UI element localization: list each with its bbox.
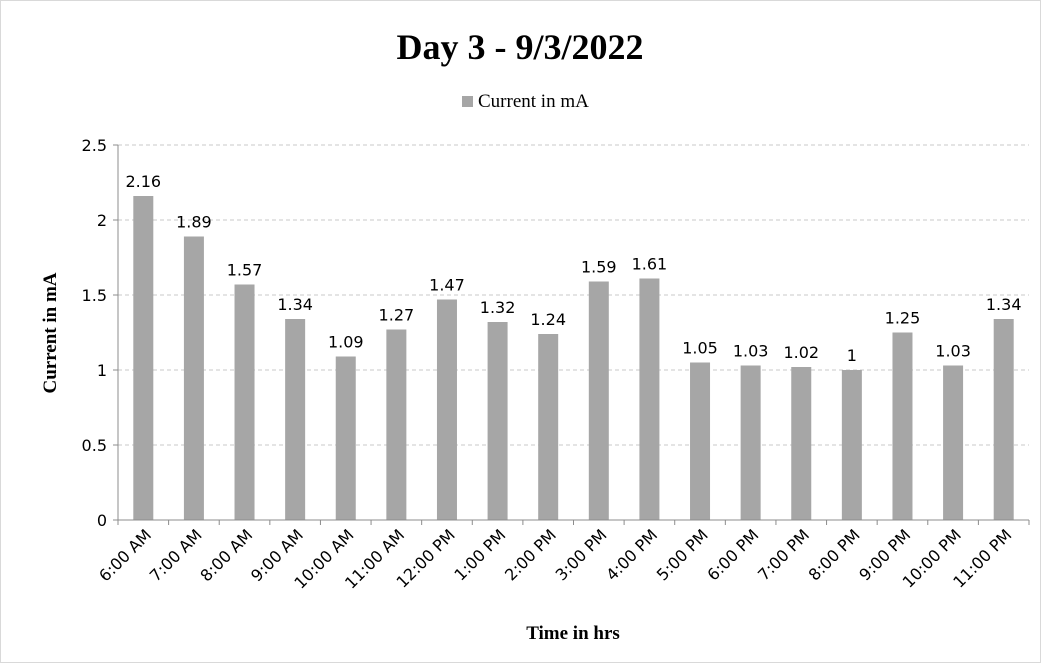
- data-label: 2.16: [125, 172, 161, 191]
- x-tick-label: 6:00 AM: [95, 525, 155, 585]
- data-labels: 2.16 1.89 1.57 1.34 1.09 1.27 1.47 1.32 1.24 1.59…: [125, 172, 1021, 365]
- bar: [538, 334, 559, 520]
- bar: [639, 278, 660, 520]
- bar: [841, 370, 862, 520]
- data-label: 1.57: [227, 261, 263, 280]
- bar: [892, 332, 913, 520]
- y-tick-label: 0.5: [82, 436, 107, 455]
- data-label: 1.34: [277, 295, 313, 314]
- bar: [285, 319, 306, 520]
- data-label: 1.47: [429, 276, 465, 295]
- y-tick-label: 1: [97, 361, 107, 380]
- axes: [113, 144, 1030, 525]
- x-axis-title: Time in hrs: [526, 623, 620, 644]
- legend: Current in mA: [462, 91, 589, 112]
- x-tick-label: 5:00 PM: [653, 525, 712, 584]
- y-tick-label: 1.5: [82, 286, 107, 305]
- data-label: 1.32: [480, 298, 516, 317]
- bar: [791, 367, 812, 520]
- y-tick-label: 2.5: [82, 136, 107, 155]
- legend-label: Current in mA: [478, 91, 589, 112]
- data-label: 1.03: [935, 342, 971, 361]
- bar: [487, 322, 508, 520]
- x-tick-label: 1:00 PM: [450, 525, 509, 584]
- x-tick-label: 7:00 AM: [146, 525, 206, 585]
- bar: [335, 356, 356, 520]
- x-tick-label: 6:00 PM: [703, 525, 762, 584]
- x-tick-label: 2:00 PM: [501, 525, 560, 584]
- bar: [436, 299, 457, 520]
- data-label: 1.59: [581, 258, 617, 277]
- x-tick-label: 8:00 PM: [805, 525, 864, 584]
- data-label: 1.24: [530, 310, 566, 329]
- bar: [183, 236, 204, 520]
- y-tick-labels: 0 0.5 1 1.5 2 2.5: [82, 136, 107, 530]
- x-tick-label: 4:00 PM: [602, 525, 661, 584]
- data-label: 1.25: [885, 309, 921, 328]
- bar: [133, 196, 154, 520]
- data-label: 1.03: [733, 342, 769, 361]
- x-tick-label: 3:00 PM: [552, 525, 611, 584]
- data-label: 1.34: [986, 295, 1022, 314]
- bar: [943, 365, 964, 520]
- chart-title: Day 3 - 9/3/2022: [397, 27, 644, 67]
- bar: [993, 319, 1014, 520]
- bars: [133, 196, 1014, 520]
- bar: [690, 362, 711, 520]
- bar: [386, 329, 407, 520]
- bar: [234, 284, 255, 520]
- data-label: 1.09: [328, 333, 364, 352]
- data-label: 1.27: [379, 306, 415, 325]
- y-axis-title: Current in mA: [40, 272, 61, 393]
- bar: [740, 365, 761, 520]
- data-label: 1: [847, 346, 857, 365]
- bar: [588, 281, 609, 520]
- x-tick-label: 8:00 AM: [196, 525, 256, 585]
- x-tick-label: 7:00 PM: [754, 525, 813, 584]
- data-label: 1.61: [632, 255, 668, 274]
- data-label: 1.05: [682, 339, 718, 358]
- data-label: 1.02: [783, 343, 819, 362]
- gridlines: [118, 144, 1029, 446]
- data-label: 1.89: [176, 213, 212, 232]
- y-tick-label: 2: [97, 211, 107, 230]
- legend-swatch: [462, 96, 473, 107]
- y-tick-label: 0: [97, 511, 107, 530]
